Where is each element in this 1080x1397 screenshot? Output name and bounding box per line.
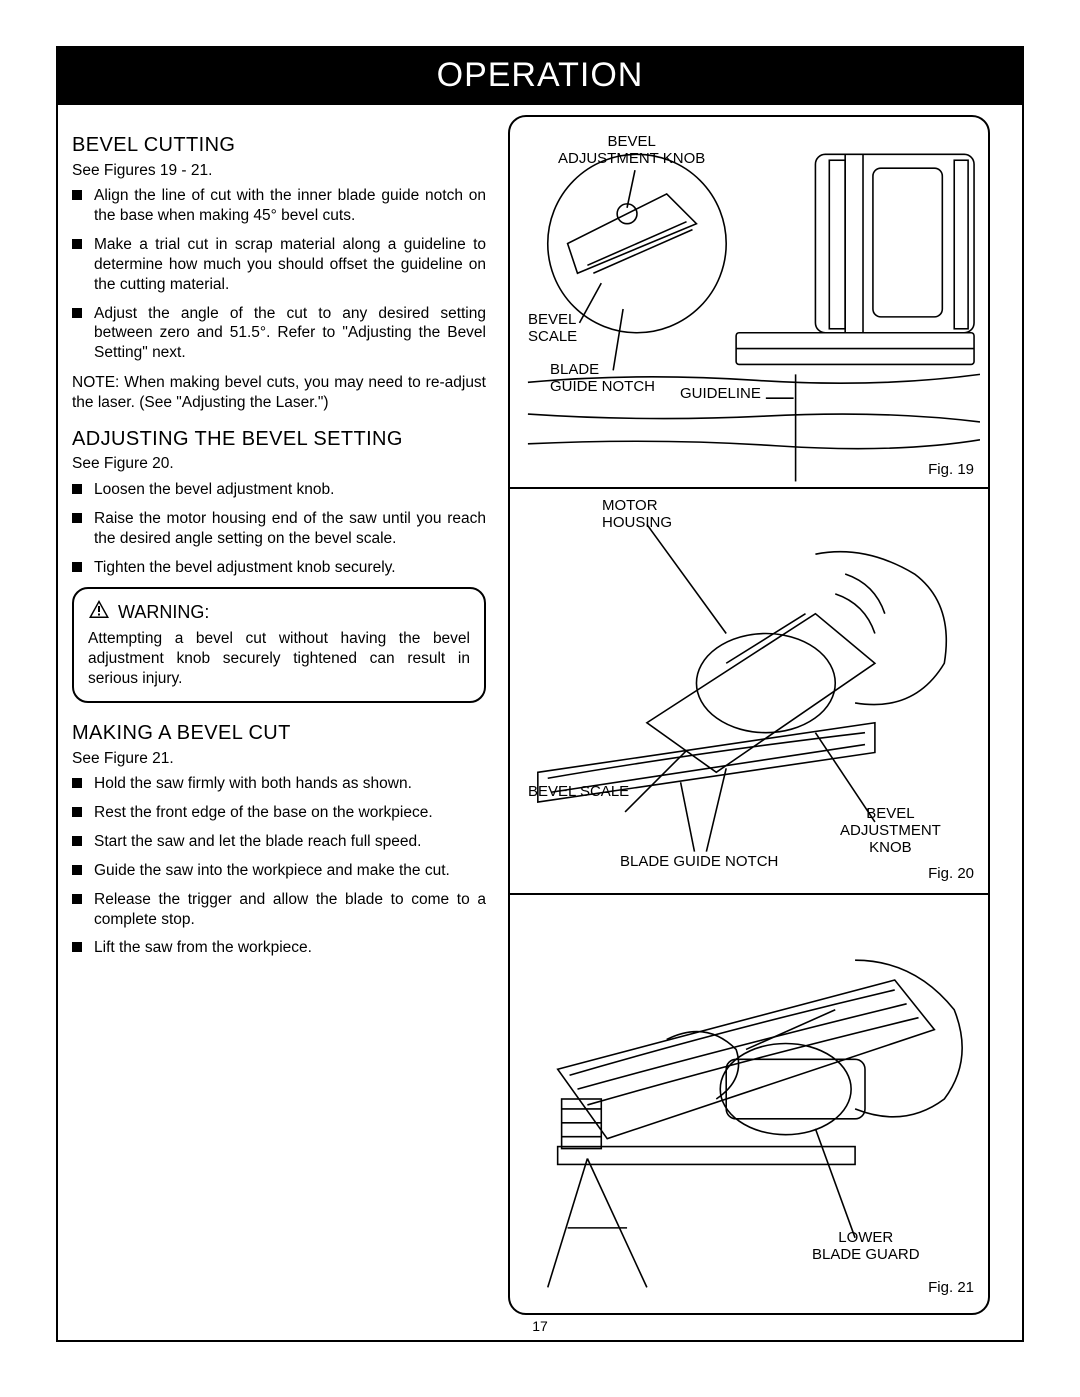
figure-divider (510, 487, 988, 489)
warning-heading: WARNING: (88, 599, 470, 625)
figure-19-art (518, 123, 980, 483)
figure-frame: BEVEL ADJUSTMENT KNOB BEVEL SCALE BLADE … (508, 115, 990, 1315)
list-item: Hold the saw firmly with both hands as s… (72, 774, 486, 794)
caption-fig-19: Fig. 19 (928, 461, 974, 478)
warning-box: WARNING: Attempting a bevel cut without … (72, 587, 486, 703)
label-bevel-adjustment-knob-20: BEVEL ADJUSTMENT KNOB (840, 805, 941, 856)
heading-bevel-cutting: BEVEL CUTTING (72, 133, 486, 159)
list-item: Raise the motor housing end of the saw u… (72, 509, 486, 549)
list-item: Release the trigger and allow the blade … (72, 890, 486, 930)
figure-column: BEVEL ADJUSTMENT KNOB BEVEL SCALE BLADE … (498, 105, 1022, 1341)
label-motor-housing: MOTOR HOUSING (602, 497, 672, 531)
making-cut-list: Hold the saw firmly with both hands as s… (72, 774, 486, 958)
label-blade-guide-notch-20: BLADE GUIDE NOTCH (620, 853, 778, 870)
list-item: Make a trial cut in scrap material along… (72, 235, 486, 294)
label-guideline: GUIDELINE (680, 385, 761, 402)
list-item: Adjust the angle of the cut to any desir… (72, 304, 486, 363)
see-figure-21: See Figure 21. (72, 749, 486, 769)
label-bevel-scale-20: BEVEL SCALE (528, 783, 629, 800)
content-columns: BEVEL CUTTING See Figures 19 - 21. Align… (58, 105, 1022, 1341)
label-lower-blade-guard: LOWER BLADE GUARD (812, 1229, 920, 1263)
warning-title: WARNING: (118, 601, 209, 624)
label-bevel-adjustment-knob: BEVEL ADJUSTMENT KNOB (558, 133, 705, 167)
label-blade-guide-notch: BLADE GUIDE NOTCH (550, 361, 655, 395)
warning-body: Attempting a bevel cut without having th… (88, 629, 470, 688)
caption-fig-20: Fig. 20 (928, 865, 974, 882)
list-item: Rest the front edge of the base on the w… (72, 803, 486, 823)
label-bevel-scale: BEVEL SCALE (528, 311, 577, 345)
list-item: Lift the saw from the workpiece. (72, 938, 486, 958)
see-figures-19-21: See Figures 19 - 21. (72, 161, 486, 181)
heading-adjusting-bevel: ADJUSTING THE BEVEL SETTING (72, 427, 486, 453)
list-item: Guide the saw into the workpiece and mak… (72, 861, 486, 881)
page-frame: OPERATION BEVEL CUTTING See Figures 19 -… (56, 46, 1024, 1342)
see-figure-20: See Figure 20. (72, 454, 486, 474)
caption-fig-21: Fig. 21 (928, 1279, 974, 1296)
adjusting-list: Loosen the bevel adjustment knob. Raise … (72, 480, 486, 577)
text-column: BEVEL CUTTING See Figures 19 - 21. Align… (58, 105, 498, 1341)
note-laser: NOTE: When making bevel cuts, you may ne… (72, 373, 486, 413)
section-banner: OPERATION (58, 48, 1022, 105)
list-item: Tighten the bevel adjustment knob secure… (72, 558, 486, 578)
figure-divider (510, 893, 988, 895)
heading-making-bevel-cut: MAKING A BEVEL CUT (72, 721, 486, 747)
warning-triangle-icon (88, 599, 110, 625)
bevel-cutting-list: Align the line of cut with the inner bla… (72, 186, 486, 363)
page-number: 17 (58, 1318, 1022, 1334)
list-item: Start the saw and let the blade reach fu… (72, 832, 486, 852)
list-item: Loosen the bevel adjustment knob. (72, 480, 486, 500)
list-item: Align the line of cut with the inner bla… (72, 186, 486, 226)
